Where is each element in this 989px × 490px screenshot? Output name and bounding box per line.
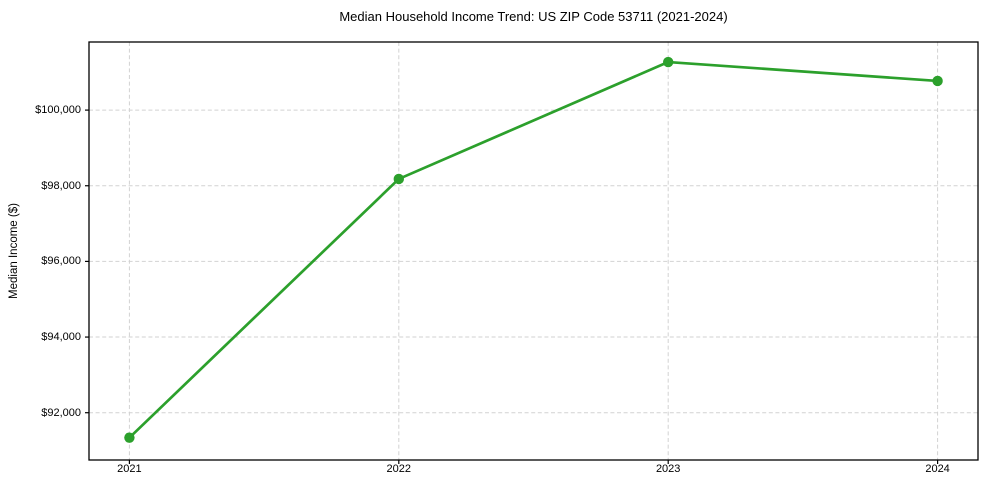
- plot-border: [88, 41, 979, 461]
- data-point-2024: [932, 75, 943, 87]
- trend-line: [128, 60, 939, 440]
- x-tick-label: 2023: [655, 463, 681, 475]
- data-point-2021: [124, 432, 135, 443]
- x-tick-label: 2021: [117, 463, 142, 475]
- data-point-2022: [393, 173, 405, 185]
- data-point-2023: [662, 56, 674, 68]
- x-tick-label: 2024: [925, 463, 950, 475]
- x-tick-label: 2022: [386, 463, 412, 475]
- x-tick-labels: 2021 2022 2023 2024: [0, 463, 989, 481]
- chart-title: Median Household Income Trend: US ZIP Co…: [339, 9, 728, 24]
